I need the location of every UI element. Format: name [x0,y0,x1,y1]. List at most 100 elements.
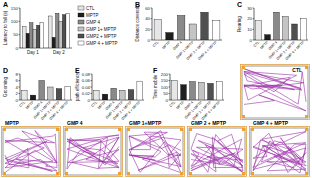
bar [111,88,117,100]
panel: 050100150Latency to fall (s)ADay 1Day 2C… [3,1,118,55]
x-axis [254,40,308,41]
trajectory-label: MPTP [5,120,20,126]
trajectory-panel: MPTP [2,120,61,177]
corner-marker [3,172,6,175]
trajectory-label: CTL [292,67,302,73]
arena [65,128,121,175]
legend-label: GMP 4 [86,20,100,25]
x-tick-label: GMP 4 + MPTP [201,100,222,121]
bar [172,81,178,101]
x-tick-label: GMP 4 + MPTP [197,40,218,61]
y-tick-label: 0 [250,38,253,43]
corner-marker [65,128,68,131]
corner-marker [305,128,308,131]
corner-marker [127,172,130,175]
x-tick-label: Day 2 [53,50,65,55]
x-axis [152,40,222,41]
y-tick [253,40,255,41]
bar [49,16,52,48]
legend-label: MPTP [86,13,99,18]
y-tick-label: 0 [16,46,19,51]
y-tick-label: 20 [247,16,252,21]
bar [39,81,45,101]
trajectory-label: GMP 1+MPTP [129,120,162,126]
bar [30,95,36,100]
trajectory-panel: GMP 4 [64,120,123,177]
bar [22,90,28,100]
arena [189,128,245,175]
arena [127,128,183,175]
panel: 02468GroomingDCTLMPTPGMP 4GMP 1+MPTPGMP … [3,67,72,121]
bar [190,82,196,100]
x-tick-label: Day 1 [27,50,39,55]
panel-frame [64,127,123,177]
corner-marker [242,172,245,175]
y-axis-title: Grooming [3,77,8,97]
bars [94,81,143,100]
y-tick [19,80,21,81]
y-tick [19,87,21,88]
corner-marker [305,172,308,175]
legend-label: CTL [86,6,95,11]
y-tick-label: 60 [145,6,150,11]
bar [137,81,143,100]
x-axis [170,100,224,101]
y-axis-title: Latency to fall (s) [3,10,8,45]
corner-marker [118,172,121,175]
y-tick-label: 150 [11,6,19,11]
legend-swatch [78,20,84,24]
y-axis-title: path efficiency [75,72,80,101]
y-tick-label: 0.06 [82,78,91,83]
panel-letter: A [3,1,8,8]
corner-marker [180,172,183,175]
y-tick [19,34,21,35]
legend-swatch [78,41,84,45]
y-tick-label: 0 [166,98,169,103]
panel-frame [126,127,185,177]
bar [40,23,43,48]
bars [172,81,223,101]
y-tick [19,100,21,101]
track-path [244,69,306,111]
y-tick [151,29,153,30]
y-tick [169,87,171,88]
corner-marker [65,172,68,175]
y-tick [19,21,21,22]
arena [3,128,59,175]
y-tick-label: 6 [16,78,19,83]
y-tick [253,8,255,9]
corner-marker [56,128,59,131]
corner-marker [305,66,308,69]
panel-frame [250,127,310,177]
bar [177,15,184,40]
y-tick-label: 40 [145,16,150,21]
corner-marker [305,115,308,118]
panel-frame [188,127,247,177]
corner-marker [56,172,59,175]
x-axis [20,100,72,101]
bar [59,21,62,48]
track-path [253,132,306,173]
y-tick [91,87,93,88]
y-axis [20,8,21,48]
bar [120,90,126,100]
legend-swatch [78,34,84,38]
y-tick-label: 0 [16,98,19,103]
corner-marker [189,128,192,131]
y-tick [169,100,171,101]
x-axis [92,100,144,101]
y-tick [19,8,21,9]
bar [56,13,59,48]
bar [56,89,62,100]
legend-label: GMP 1+ MPTP [86,27,116,32]
bar [199,82,205,100]
panel-letter: C [237,1,242,8]
legend-swatch [78,6,84,10]
x-tick-label: MPTP [161,40,171,50]
bars [154,12,220,40]
corner-marker [242,66,245,69]
y-tick [151,40,153,41]
bar [208,83,214,100]
y-tick-label: 30 [247,6,252,11]
panel-frame [2,127,61,177]
